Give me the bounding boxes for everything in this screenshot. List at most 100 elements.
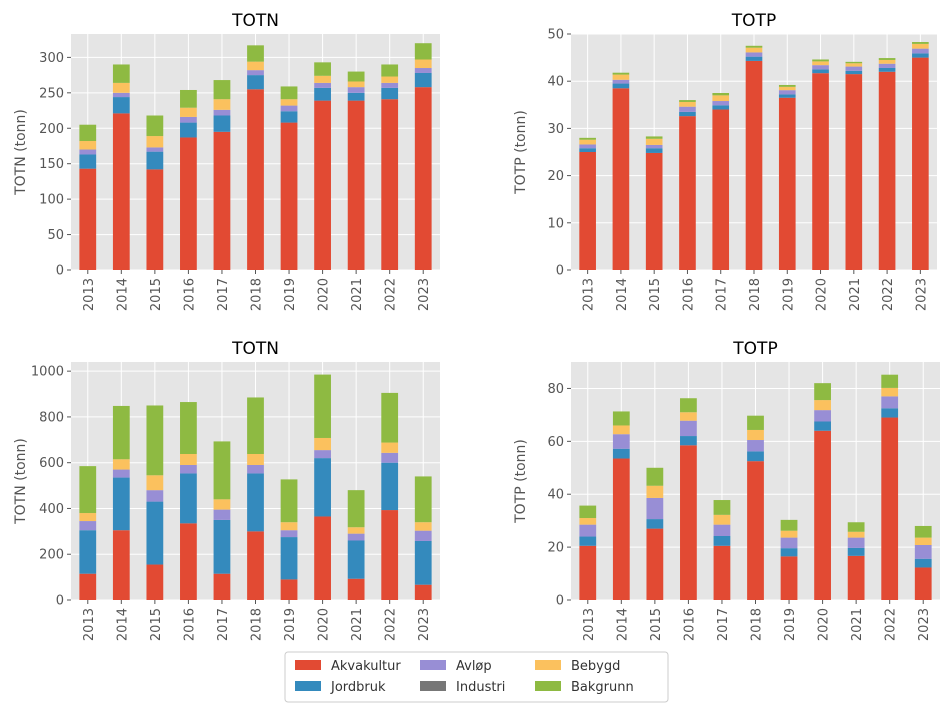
bar-akvakultur-2023 (414, 584, 432, 600)
bar-bebygd-2014 (612, 425, 630, 435)
bar-bebygd-2023 (414, 59, 432, 69)
x-tick-label: 2013 (82, 608, 97, 641)
bar-avløp-2013 (579, 144, 596, 149)
bar-avløp-2014 (612, 434, 630, 449)
bar-bakgrunn-2013 (79, 124, 97, 142)
bar-bebygd-2013 (79, 141, 97, 150)
bar-jordbruk-2019 (280, 111, 298, 123)
x-tick-label: 2018 (748, 278, 763, 311)
bar-bakgrunn-2021 (347, 71, 365, 82)
bar-bakgrunn-2019 (778, 84, 796, 87)
bar-avløp-2014 (112, 469, 130, 478)
bar-jordbruk-2017 (713, 536, 731, 546)
bar-jordbruk-2014 (112, 97, 130, 114)
legend-label: Bakgrunn (571, 680, 634, 695)
y-axis-label: TOTP (tonn) (513, 439, 529, 524)
bar-bakgrunn-2021 (847, 522, 865, 532)
x-tick-label: 2020 (815, 278, 830, 311)
bar-bebygd-2022 (381, 76, 399, 83)
bar-akvakultur-2022 (381, 99, 399, 270)
bar-bakgrunn-2014 (112, 64, 130, 83)
bar-jordbruk-2018 (247, 473, 264, 532)
bar-akvakultur-2017 (213, 131, 231, 270)
chart-title: TOTP (732, 339, 777, 359)
chart-title: TOTN (231, 11, 279, 31)
legend-swatch (535, 660, 561, 670)
legend-item-jordbruk: Jordbruk (295, 680, 386, 695)
bar-akvakultur-2015 (645, 152, 663, 270)
bar-bebygd-2019 (280, 99, 298, 106)
x-tick-label: 2014 (115, 608, 130, 641)
bar-avløp-2022 (381, 452, 399, 463)
bar-bebygd-2013 (79, 513, 97, 522)
y-tick-label: 50 (547, 28, 564, 43)
x-tick-label: 2016 (682, 608, 697, 641)
bar-akvakultur-2013 (79, 573, 97, 600)
chart-title: TOTN (231, 339, 279, 359)
bar-jordbruk-2016 (180, 473, 197, 524)
legend-label: Bebygd (571, 659, 620, 674)
bar-bakgrunn-2016 (680, 398, 697, 413)
bar-bakgrunn-2020 (814, 383, 831, 401)
bar-avløp-2017 (213, 509, 231, 520)
y-tick-label: 0 (56, 264, 64, 279)
x-tick-label: 2019 (781, 278, 796, 311)
y-tick-label: 250 (39, 86, 64, 101)
bar-akvakultur-2017 (213, 573, 231, 600)
bar-akvakultur-2021 (347, 578, 365, 600)
bar-avløp-2014 (112, 92, 130, 98)
legend-swatch (535, 681, 561, 691)
bar-akvakultur-2013 (579, 545, 597, 600)
bar-bebygd-2021 (845, 63, 863, 67)
bar-bakgrunn-2015 (646, 467, 664, 486)
bar-jordbruk-2022 (381, 462, 399, 511)
y-tick-label: 600 (39, 456, 64, 471)
bar-akvakultur-2016 (180, 523, 197, 600)
bar-bakgrunn-2015 (146, 115, 164, 137)
bar-jordbruk-2020 (812, 69, 829, 74)
x-tick-label: 2021 (850, 608, 865, 641)
y-tick-label: 0 (556, 264, 564, 279)
bar-bakgrunn-2023 (912, 42, 929, 44)
bar-bakgrunn-2018 (247, 45, 264, 62)
x-tick-label: 2015 (149, 608, 164, 641)
bar-bebygd-2020 (812, 61, 829, 66)
x-tick-label: 2023 (914, 278, 929, 311)
bar-bakgrunn-2019 (280, 479, 298, 523)
y-tick-label: 80 (547, 382, 564, 397)
bar-bebygd-2022 (381, 442, 399, 453)
bar-akvakultur-2016 (679, 116, 696, 271)
y-tick-label: 30 (547, 122, 564, 137)
bar-bebygd-2023 (414, 522, 432, 531)
bar-jordbruk-2018 (745, 56, 763, 61)
bar-bebygd-2021 (347, 81, 365, 88)
bar-jordbruk-2013 (79, 530, 97, 574)
bar-akvakultur-2015 (646, 528, 664, 600)
bar-avløp-2015 (146, 147, 164, 152)
bar-bebygd-2023 (912, 43, 929, 49)
bar-avløp-2016 (679, 106, 696, 112)
bar-bebygd-2016 (680, 412, 697, 421)
y-tick-label: 200 (39, 122, 64, 137)
bar-bebygd-2014 (612, 74, 630, 80)
legend-label: Avløp (456, 659, 492, 674)
bar-akvakultur-2019 (280, 122, 298, 270)
bar-jordbruk-2020 (314, 87, 331, 101)
x-tick-label: 2017 (216, 278, 231, 311)
bar-bebygd-2022 (878, 59, 896, 64)
y-tick-label: 20 (547, 169, 564, 184)
bar-bakgrunn-2023 (914, 525, 932, 538)
bar-akvakultur-2020 (814, 430, 831, 600)
bar-akvakultur-2021 (847, 555, 865, 600)
x-tick-label: 2020 (317, 608, 332, 641)
bar-avløp-2015 (646, 497, 664, 520)
bar-akvakultur-2022 (381, 510, 399, 600)
bar-avløp-2014 (612, 79, 630, 84)
y-tick-label: 40 (547, 75, 564, 90)
bar-jordbruk-2015 (646, 519, 664, 529)
x-tick-label: 2021 (350, 278, 365, 311)
bar-bakgrunn-2017 (712, 93, 730, 96)
bar-akvakultur-2019 (780, 556, 798, 600)
bar-bakgrunn-2020 (812, 59, 829, 62)
